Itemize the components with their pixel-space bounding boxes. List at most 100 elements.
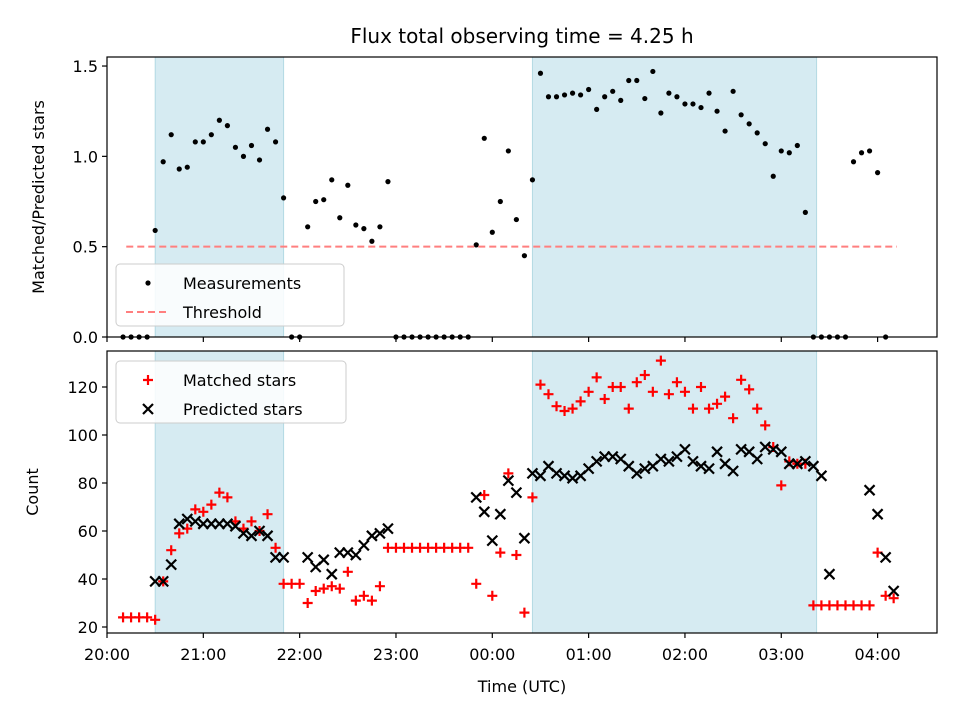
plot-frame [106, 56, 938, 338]
data-point [150, 614, 161, 625]
data-point [173, 518, 186, 530]
x-axis-label: Time (UTC) [477, 677, 566, 696]
data-point [216, 117, 222, 123]
y-tick-label: 120 [67, 378, 98, 397]
data-point [728, 413, 739, 424]
chart-title: Flux total observing time = 4.25 h [350, 24, 693, 48]
data-point [631, 377, 642, 388]
data-point [521, 253, 528, 259]
data-point [280, 195, 287, 201]
data-point [168, 132, 174, 138]
data-point [526, 467, 539, 480]
y-tick-label: 100 [67, 426, 98, 445]
data-point [329, 177, 335, 183]
data-point [730, 88, 736, 94]
data-point [342, 546, 354, 559]
data-point [342, 566, 353, 577]
data-point [181, 513, 194, 525]
y-tick-label: 0.5 [73, 238, 98, 257]
x-tick-label: 23:00 [373, 645, 419, 664]
data-point [174, 528, 185, 539]
data-point [586, 86, 592, 93]
data-point [246, 516, 257, 527]
y-tick-label: 1.0 [73, 147, 98, 166]
data-point [623, 403, 634, 414]
data-point [190, 504, 201, 515]
data-point [494, 508, 507, 520]
data-point [602, 94, 608, 100]
data-point [245, 530, 258, 542]
data-point [486, 534, 499, 547]
data-point [301, 551, 314, 564]
data-point [658, 110, 664, 116]
data-point [513, 216, 519, 223]
data-point [618, 97, 624, 103]
y-tick-label: 60 [78, 522, 98, 541]
data-point [874, 170, 881, 176]
data-point [200, 139, 206, 145]
data-point [189, 515, 202, 528]
data-point [727, 465, 739, 477]
data-point [277, 551, 290, 564]
legend-label: Measurements [183, 274, 301, 293]
data-point [502, 474, 515, 487]
legend-label: Predicted stars [183, 400, 303, 419]
data-point [712, 398, 723, 409]
data-point [663, 455, 675, 468]
data-point [610, 88, 616, 94]
data-point [337, 215, 343, 221]
y-tick-label: 40 [78, 570, 98, 589]
y-tick-label: 80 [78, 474, 98, 493]
data-point [206, 499, 217, 510]
shaded-region [531, 56, 818, 338]
y-tick-label: 20 [78, 618, 98, 637]
data-point [325, 568, 338, 580]
legend-label: Matched stars [183, 371, 296, 390]
data-point [671, 377, 682, 388]
data-point [366, 595, 377, 606]
data-point [762, 141, 768, 147]
data-point [682, 101, 688, 107]
data-point [497, 198, 503, 205]
data-point [690, 101, 696, 107]
data-point [714, 108, 720, 114]
data-point [879, 551, 892, 564]
data-point [770, 173, 776, 179]
data-point [642, 95, 648, 102]
data-point [567, 403, 578, 414]
data-point [374, 527, 386, 540]
x-tick-label: 04:00 [855, 645, 901, 664]
data-point [505, 148, 511, 154]
data-point [807, 460, 820, 472]
data-point [184, 164, 190, 170]
data-point [305, 224, 311, 230]
data-point [358, 590, 369, 601]
data-point [858, 150, 865, 156]
data-point [666, 90, 672, 96]
data-point [591, 372, 602, 383]
data-point [752, 403, 763, 414]
data-point [551, 401, 562, 412]
data-point [345, 182, 351, 188]
series-predicted-stars [149, 441, 900, 597]
data-point [374, 581, 385, 592]
data-point [313, 198, 319, 205]
data-point [535, 379, 546, 390]
data-point [696, 382, 707, 392]
data-point [165, 558, 177, 571]
data-point [639, 462, 651, 475]
data-point [679, 386, 690, 397]
data-point [152, 227, 158, 234]
data-point [631, 467, 643, 480]
data-point [463, 542, 474, 553]
data-point [317, 554, 330, 566]
data-point [735, 443, 747, 456]
y-tick-label: 0.0 [73, 328, 98, 347]
data-point [495, 547, 506, 558]
data-point [583, 386, 594, 397]
data-point [534, 470, 547, 482]
data-point [799, 455, 812, 468]
data-point [537, 70, 544, 76]
legend: Matched stars Predicted stars [115, 360, 347, 424]
